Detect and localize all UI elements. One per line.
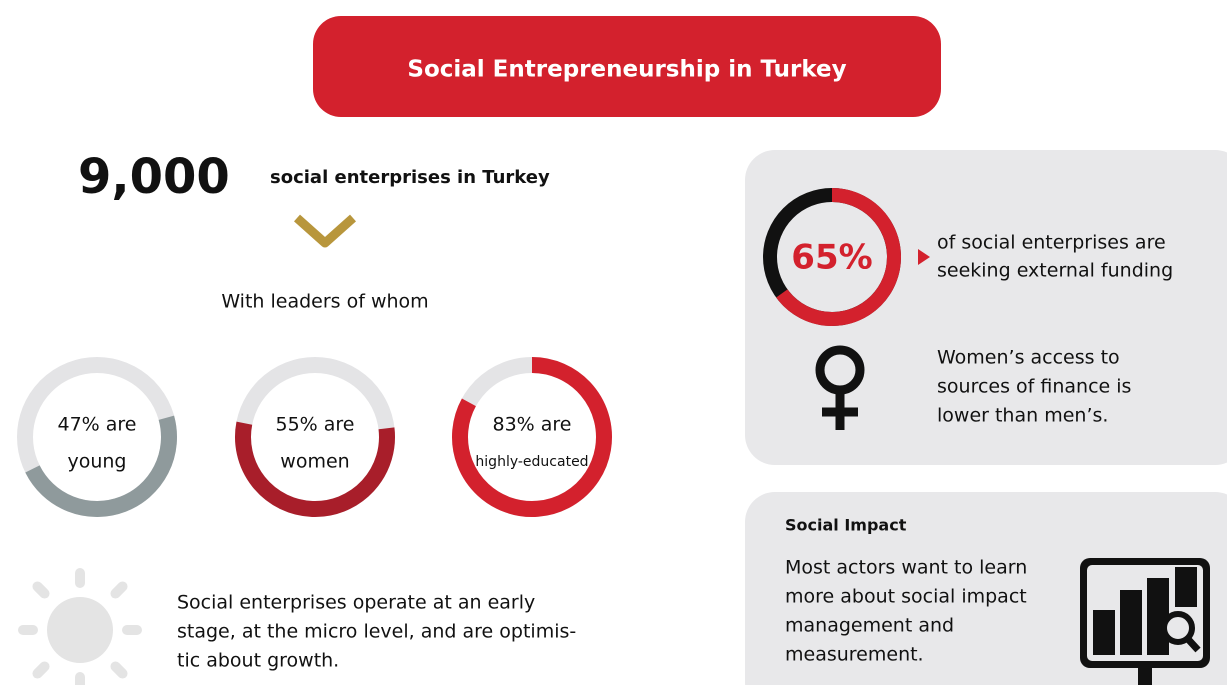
growth-text: stage, at the micro level, and are optim… <box>177 621 576 643</box>
leaders-intro: With leaders of whom <box>221 291 428 313</box>
ring-label: women <box>280 451 349 473</box>
women-text: lower than men’s. <box>937 405 1108 427</box>
women-text: sources of finance is <box>937 376 1131 398</box>
growth-text: Social enterprises operate at an early <box>177 592 535 614</box>
ring-label: 55% are <box>276 414 355 436</box>
impact-text: measurement. <box>785 644 924 666</box>
ring-arc <box>25 415 177 517</box>
impact-text: Most actors want to learn <box>785 557 1027 579</box>
ring-arc <box>235 421 395 517</box>
ring-label: young <box>67 451 126 473</box>
title: Social Entrepreneurship in Turkey <box>407 57 846 83</box>
ring-arc <box>776 188 901 326</box>
ring-arc <box>452 357 612 517</box>
ring-label: 47% are <box>58 414 137 436</box>
funding-label: 65% <box>791 238 872 278</box>
ring-label: 83% are <box>493 414 572 436</box>
venus-icon <box>815 345 865 430</box>
women-text: Women’s access to <box>937 347 1120 369</box>
headline-text: social enterprises in Turkey <box>270 167 550 188</box>
funding-text: of social enterprises are <box>937 232 1166 254</box>
pointer <box>918 249 930 265</box>
sun-icon <box>18 568 142 685</box>
monitor-icon <box>1080 558 1210 685</box>
growth-text: tic about growth. <box>177 650 339 672</box>
impact-title: Social Impact <box>785 516 907 535</box>
title-banner <box>313 16 941 117</box>
headline-number: 9,000 <box>78 149 230 205</box>
impact-text: management and <box>785 615 954 637</box>
impact-text: more about social impact <box>785 586 1027 608</box>
ring-label: highly-educated <box>475 454 588 470</box>
funding-text: seeking external funding <box>937 260 1173 282</box>
chevron <box>294 214 356 248</box>
funding-panel <box>745 150 1227 465</box>
